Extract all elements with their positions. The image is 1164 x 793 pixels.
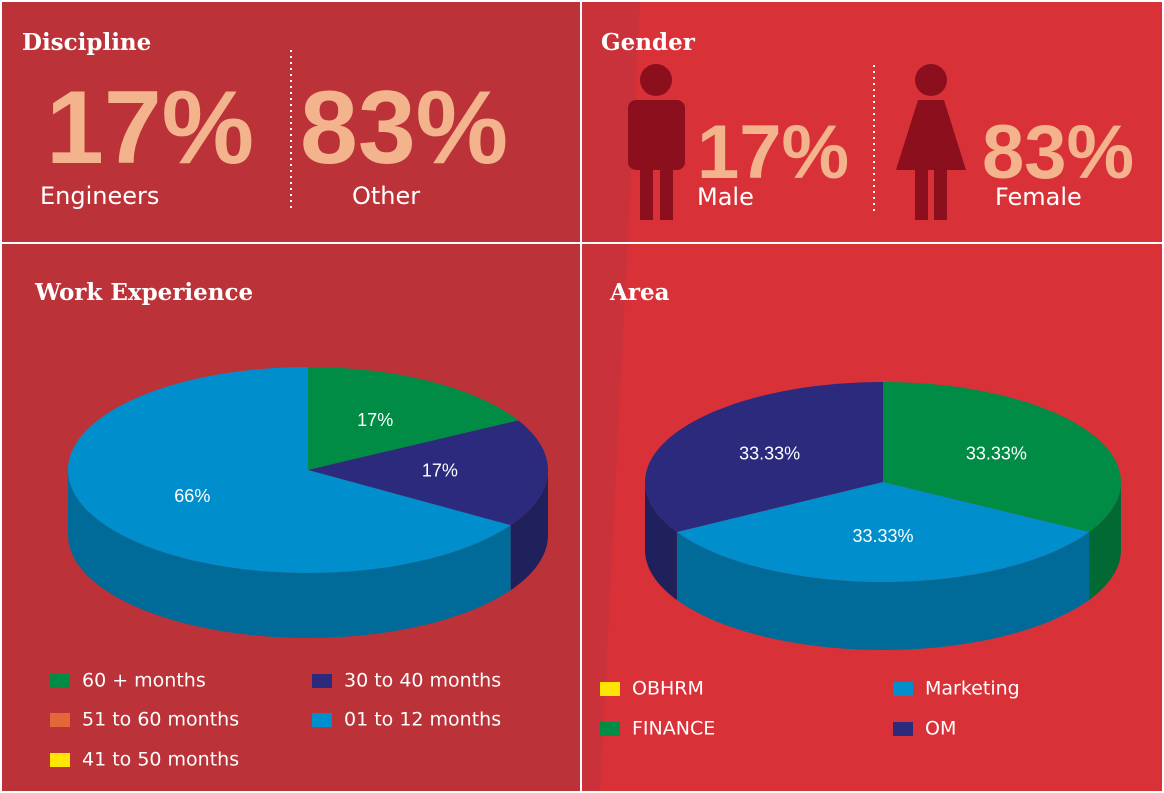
legend-swatch bbox=[312, 713, 332, 727]
female-icon bbox=[896, 64, 966, 220]
stat-value: 17% bbox=[46, 70, 254, 186]
stat-value: 83% bbox=[982, 110, 1134, 195]
panel-title: Discipline bbox=[22, 29, 151, 56]
pie-side bbox=[676, 532, 1090, 650]
legend-swatch bbox=[50, 753, 70, 767]
pie-slice bbox=[883, 382, 1121, 532]
pie-slice bbox=[68, 367, 511, 573]
legend-label: FINANCE bbox=[632, 718, 715, 740]
pie-slice bbox=[645, 381, 883, 532]
value-label: 33.33% bbox=[739, 443, 800, 463]
pie-slice bbox=[308, 366, 519, 470]
legend-label: 30 to 40 months bbox=[344, 670, 501, 692]
pie-side bbox=[68, 470, 511, 638]
panel-title: Area bbox=[609, 279, 670, 306]
legend-label: OBHRM bbox=[632, 678, 704, 700]
stat-value: 83% bbox=[300, 70, 508, 186]
legend-swatch bbox=[893, 682, 913, 696]
value-label: 33.33% bbox=[852, 526, 913, 546]
stat-label: Female bbox=[995, 183, 1082, 211]
panel-title: Work Experience bbox=[34, 279, 253, 306]
pie-side bbox=[510, 470, 548, 591]
legend-label: 41 to 50 months bbox=[82, 749, 239, 771]
stat-label: Other bbox=[352, 182, 420, 210]
value-label: 17% bbox=[357, 410, 393, 430]
value-label: 66% bbox=[174, 486, 210, 506]
legend-label: OM bbox=[925, 718, 956, 740]
legend-swatch bbox=[600, 682, 620, 696]
legend-swatch bbox=[600, 722, 620, 736]
pie-slice bbox=[308, 420, 548, 526]
stat-value: 17% bbox=[697, 110, 849, 195]
legend-label: Marketing bbox=[925, 678, 1020, 700]
pie-side bbox=[1089, 482, 1121, 600]
male-icon bbox=[628, 64, 685, 220]
stat-label: Male bbox=[697, 183, 754, 211]
stat-label: Engineers bbox=[40, 182, 159, 210]
stripe bbox=[581, 0, 640, 793]
legend-label: 60 + months bbox=[82, 670, 206, 692]
legend-swatch bbox=[50, 674, 70, 688]
value-label: 17% bbox=[422, 461, 458, 481]
legend-label: 51 to 60 months bbox=[82, 709, 239, 731]
legend-label: 01 to 12 months bbox=[344, 709, 501, 731]
panel-title: Gender bbox=[601, 29, 696, 56]
value-label: 33.33% bbox=[966, 443, 1027, 463]
pie-side bbox=[645, 482, 677, 600]
legend-swatch bbox=[312, 674, 332, 688]
pie-slice bbox=[676, 482, 1090, 582]
legend-swatch bbox=[50, 713, 70, 727]
legend-swatch bbox=[893, 722, 913, 736]
